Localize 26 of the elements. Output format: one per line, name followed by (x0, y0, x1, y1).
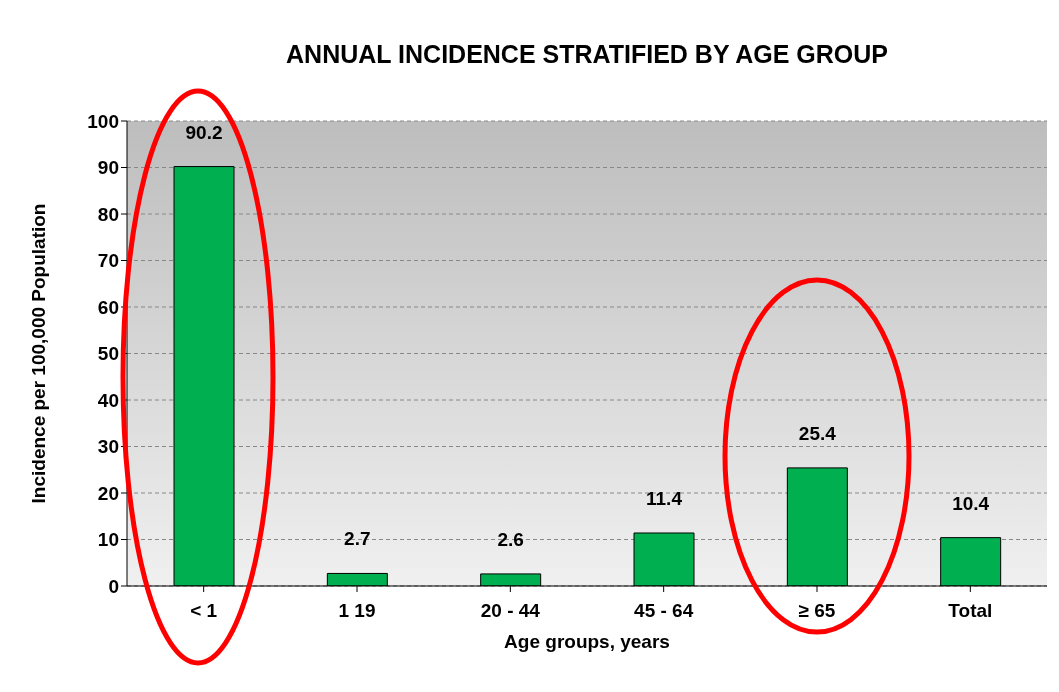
data-label: 10.4 (952, 492, 990, 514)
y-tick-label: 10 (97, 529, 119, 551)
x-axis-title: Age groups, years (504, 631, 670, 652)
y-tick-label: 0 (108, 575, 119, 597)
y-tick-label: 30 (97, 436, 119, 458)
x-tick-label: < 1 (190, 600, 218, 622)
x-tick-label: Total (948, 600, 993, 622)
y-tick-label: 100 (87, 110, 119, 132)
chart-title: ANNUAL INCIDENCE STRATIFIED BY AGE GROUP (285, 40, 889, 69)
x-tick-label: ≥ 65 (798, 600, 836, 622)
y-axis-title: Incidence per 100,000 Population (27, 203, 49, 504)
data-label: 2.6 (497, 528, 524, 550)
y-tick-label: 60 (97, 296, 119, 318)
data-label: 2.7 (344, 528, 371, 550)
y-tick-label: 50 (97, 343, 119, 365)
y-tick-label: 20 (97, 482, 119, 504)
y-tick-label: 90 (97, 157, 119, 179)
data-label: 11.4 (646, 487, 683, 509)
data-label: 90.2 (185, 121, 223, 143)
x-tick-label: 1 19 (338, 600, 376, 622)
data-label: 25.4 (798, 422, 837, 444)
x-tick-label: 20 - 44 (480, 600, 541, 622)
x-tick-label: 45 - 64 (634, 600, 694, 622)
y-tick-label: 70 (97, 250, 119, 272)
y-tick-label: 80 (97, 203, 119, 225)
y-tick-label: 40 (97, 389, 119, 411)
